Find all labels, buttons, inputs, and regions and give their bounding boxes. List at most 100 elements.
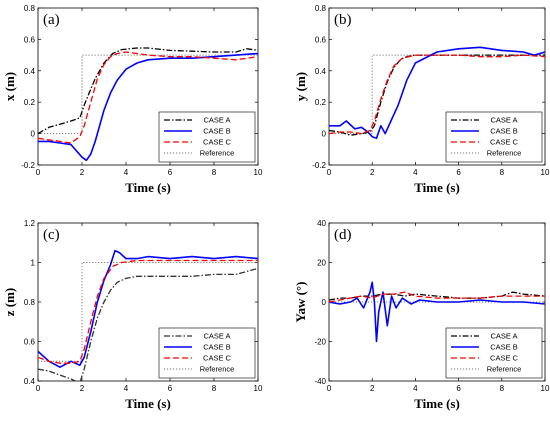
series-line-case-a [38,267,258,381]
x-tick-label: 0 [36,168,41,177]
legend-entry: CASE C [490,138,519,147]
legend-entry: Reference [487,149,522,158]
y-tick-label: 0 [31,130,36,139]
x-tick-label: 2 [370,168,375,177]
x-tick-label: 8 [500,384,505,393]
x-tick-label: 10 [541,168,550,177]
panel-3: 0 2 4 6 8 10 0.4 0.6 0.8 1 1.2 Time (s) z (m) (c) CASE… [2,219,263,411]
x-tick-label: 2 [80,384,85,393]
x-tick-label: 8 [212,384,217,393]
y-tick-label: 0.6 [24,338,36,347]
legend: CASE A CASE B CASE C Reference [445,111,543,163]
y-tick-label: 0.8 [24,298,36,307]
legend-entry: CASE C [490,354,519,363]
legend-entry: CASE B [490,343,518,352]
y-tick-label: 0.8 [24,4,36,13]
y-tick-label: 0.2 [315,98,327,107]
x-tick-label: 6 [456,384,461,393]
legend-entry: CASE A [490,332,517,341]
y-tick-label: 0.4 [24,67,36,76]
panel-label: (b) [334,12,352,28]
y-tick-label: 0.6 [24,35,36,44]
y-axis-label: z (m) [2,288,17,317]
series-line-reference [329,54,545,135]
y-tick-label: -0.2 [21,161,35,170]
series-line-case-c [329,291,545,303]
x-tick-label: 0 [36,384,41,393]
x-tick-label: 0 [327,168,332,177]
series-line-reference [38,262,258,362]
x-tick-label: 10 [254,384,263,393]
axes-box [328,7,546,166]
series-line-case-c [38,259,258,364]
y-tick-label: -0.2 [312,161,326,170]
series-line-case-a [38,47,258,135]
legend-entry: Reference [487,365,522,374]
legend: CASE A CASE B CASE C Reference [445,327,543,379]
legend-box [445,111,543,163]
y-tick-label: -40 [314,377,326,386]
x-axis-label: Time (s) [414,180,460,195]
legend-entry: CASE A [490,116,517,125]
legend-entry: CASE A [203,116,230,125]
legend-entry: CASE C [203,138,232,147]
x-tick-label: 6 [456,168,461,177]
legend-entry: CASE B [490,127,518,136]
legend-entry: CASE A [203,332,230,341]
y-tick-label: 0.6 [315,35,327,44]
x-tick-label: 4 [124,384,129,393]
legend-box [445,327,543,379]
y-axis-label: x (m) [2,72,17,101]
y-axis-label: y (m) [293,72,308,101]
y-axis-label: Yaw (°) [293,282,308,323]
legend-box [158,327,256,379]
y-tick-label: -20 [314,338,326,347]
legend-entry: Reference [200,149,235,158]
x-tick-label: 8 [212,168,217,177]
x-tick-label: 0 [327,384,332,393]
x-axis-label: Time (s) [414,396,460,411]
series-line-case-b [38,249,258,368]
legend-entry: CASE B [203,127,231,136]
y-tick-label: 0.4 [24,377,36,386]
x-tick-label: 2 [370,384,375,393]
y-tick-label: 40 [317,219,326,228]
legend-entry: CASE C [203,354,232,363]
panel-label: (c) [43,227,60,243]
x-axis-label: Time (s) [125,396,171,411]
legend: CASE A CASE B CASE C Reference [158,327,256,379]
panel-label: (d) [334,227,352,243]
series-line-case-c [329,54,545,135]
y-tick-label: 20 [317,259,326,268]
x-tick-label: 6 [168,384,173,393]
x-tick-label: 6 [168,168,173,177]
series-line-case-b [38,52,258,162]
y-tick-label: 0.2 [24,98,36,107]
series-line-case-b [329,46,545,140]
legend-entry: CASE B [203,343,231,352]
axes-box [37,7,259,166]
legend: CASE A CASE B CASE C Reference [158,111,256,163]
legend-box [158,111,256,163]
y-tick-label: 0 [322,130,327,139]
panel-label: (a) [43,12,60,28]
x-tick-label: 2 [80,168,85,177]
y-tick-label: 1 [31,259,36,268]
y-tick-label: 1.2 [24,219,36,228]
x-tick-label: 4 [413,168,418,177]
series-line-case-b [329,281,545,343]
series-line-reference [38,54,258,135]
x-tick-label: 4 [413,384,418,393]
x-tick-label: 10 [254,168,263,177]
series-line-case-c [38,51,258,144]
y-tick-label: 0.8 [315,4,327,13]
x-tick-label: 4 [124,168,129,177]
x-tick-label: 10 [541,384,550,393]
y-tick-label: 0.4 [315,67,327,76]
panel-4: 0 2 4 6 8 10 -40 -20 0 20 40 Time (s) Yaw (°) (d) CASE… [293,219,550,411]
x-tick-label: 8 [500,168,505,177]
